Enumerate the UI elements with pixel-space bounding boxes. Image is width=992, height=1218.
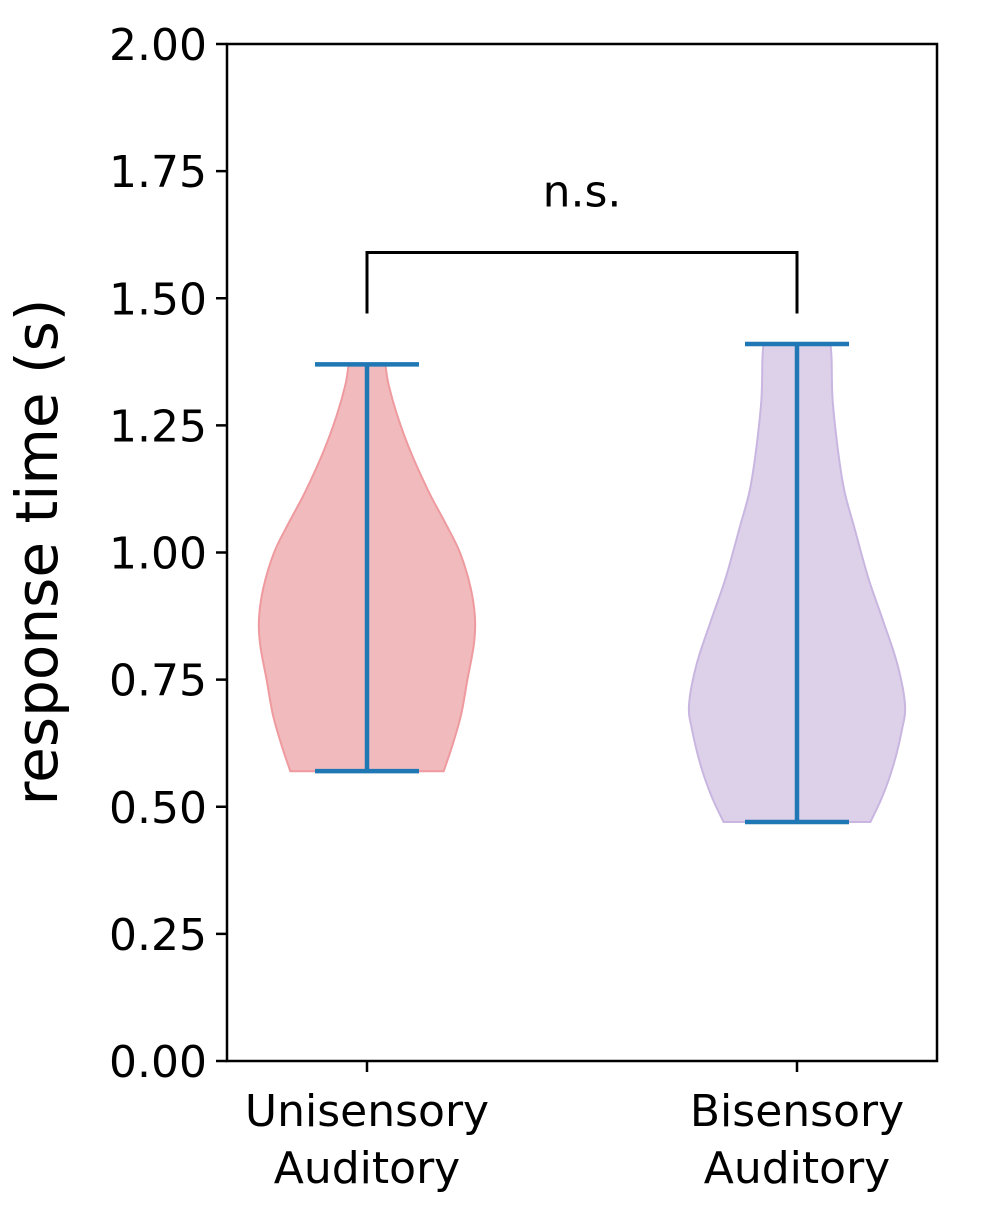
y-axis-title: response time (s) xyxy=(3,299,71,806)
significance-bracket xyxy=(365,250,799,314)
y-tick-label: 2.00 xyxy=(109,20,207,71)
x-tick-label-line1: Bisensory xyxy=(690,1086,904,1137)
y-tick-label: 0.75 xyxy=(109,656,207,707)
violins-layer xyxy=(257,343,907,823)
y-tick-label: 1.00 xyxy=(109,529,207,580)
y-tick-label: 0.00 xyxy=(109,1037,207,1088)
y-tick-label: 1.50 xyxy=(109,274,207,325)
significance-annotation: n.s. xyxy=(365,166,799,314)
whiskers-layer xyxy=(315,341,849,825)
x-axis: Unisensory Auditory Bisensory Auditory xyxy=(245,1061,904,1194)
y-axis: 0.00 0.25 0.50 0.75 1.00 1.25 1.50 1.75 2.00 xyxy=(109,20,227,1088)
x-tick-label-line2: Auditory xyxy=(274,1143,460,1194)
y-tick-label: 1.75 xyxy=(109,147,207,198)
x-tick-label-line2: Auditory xyxy=(704,1143,890,1194)
significance-label: n.s. xyxy=(543,166,622,217)
y-tick-label: 1.25 xyxy=(109,401,207,452)
y-tick-label: 0.25 xyxy=(109,910,207,961)
y-tick-label: 0.50 xyxy=(109,783,207,834)
x-tick-label-line1: Unisensory xyxy=(245,1086,489,1137)
